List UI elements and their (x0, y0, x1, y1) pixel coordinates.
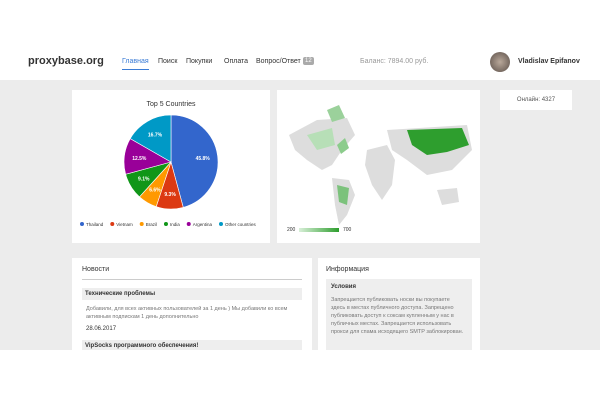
legend-label: Argentina (193, 222, 213, 227)
slice-label: 45.8% (196, 156, 211, 162)
map-legend-max: 700 (343, 227, 352, 233)
legend-swatch (163, 222, 168, 226)
map-legend-min: 200 (287, 227, 296, 233)
pie-slice (170, 114, 219, 208)
nav-link[interactable]: Оплата (224, 58, 249, 65)
legend-swatch (186, 222, 191, 226)
news-card: Новости Технические проблемы Добавили, д… (72, 258, 312, 350)
news-item-text: Добавили, для всех активных пользователе… (86, 306, 288, 320)
legend-label: India (170, 222, 180, 227)
slice-label: 12.5% (132, 156, 147, 162)
legend-swatch (80, 222, 84, 226)
nav-link[interactable]: Главная (122, 58, 149, 70)
nav-link[interactable]: Вопрос/Ответ (256, 58, 301, 65)
chart-title: Top 5 Countries (146, 101, 196, 108)
nav-link[interactable]: Покупки (186, 58, 213, 65)
map (289, 105, 472, 232)
news-item-date: 28.06.2017 (86, 326, 117, 332)
avatar[interactable] (490, 52, 510, 72)
chart-card: Top 5 Countries 45.8% 9.3% 6.6% 9.1% 12.5% 16.… (72, 90, 270, 243)
news-item-title[interactable]: VipSocks программного обеспечения! (82, 340, 302, 350)
online-counter: Онлайн: 4327 (500, 90, 572, 110)
legend-label: Vietnam (116, 222, 133, 227)
slice-label: 16.7% (148, 132, 163, 138)
info-card: Информация Условия Запрещается публикова… (318, 258, 480, 350)
legend-swatch (219, 222, 223, 226)
slice-label: 9.1% (138, 177, 150, 183)
info-title: Информация (326, 266, 369, 273)
badge: 12 (303, 57, 314, 65)
divider (82, 279, 302, 280)
logo[interactable]: proxybase.org (28, 55, 104, 67)
slice-label: 9.3% (164, 192, 176, 198)
info-box (326, 279, 472, 350)
legend-label: Other countries (225, 222, 257, 227)
balance: Баланс: 7894.00 руб. (360, 58, 429, 65)
info-section: Условия (331, 284, 356, 290)
pie-slice (129, 114, 172, 163)
news-title: Новости (82, 266, 110, 273)
slice-label: 6.6% (149, 188, 161, 194)
legend-label: Thailand (86, 222, 104, 227)
user-name[interactable]: Vladislav Epifanov (518, 58, 580, 65)
pie-chart: Top 5 Countries 45.8% 9.3%6.6% 9.1% 12.5% 16.… (80, 101, 257, 227)
info-text: Запрещается публиковать носки вы покупае… (331, 297, 464, 335)
news-item-title[interactable]: Технические проблемы (82, 288, 302, 300)
legend-label: Brazil (146, 222, 157, 227)
map-card: 200 700 (277, 90, 480, 243)
nav-link[interactable]: Поиск (158, 58, 178, 65)
legend-swatch (139, 222, 144, 226)
legend-swatch (110, 222, 115, 226)
